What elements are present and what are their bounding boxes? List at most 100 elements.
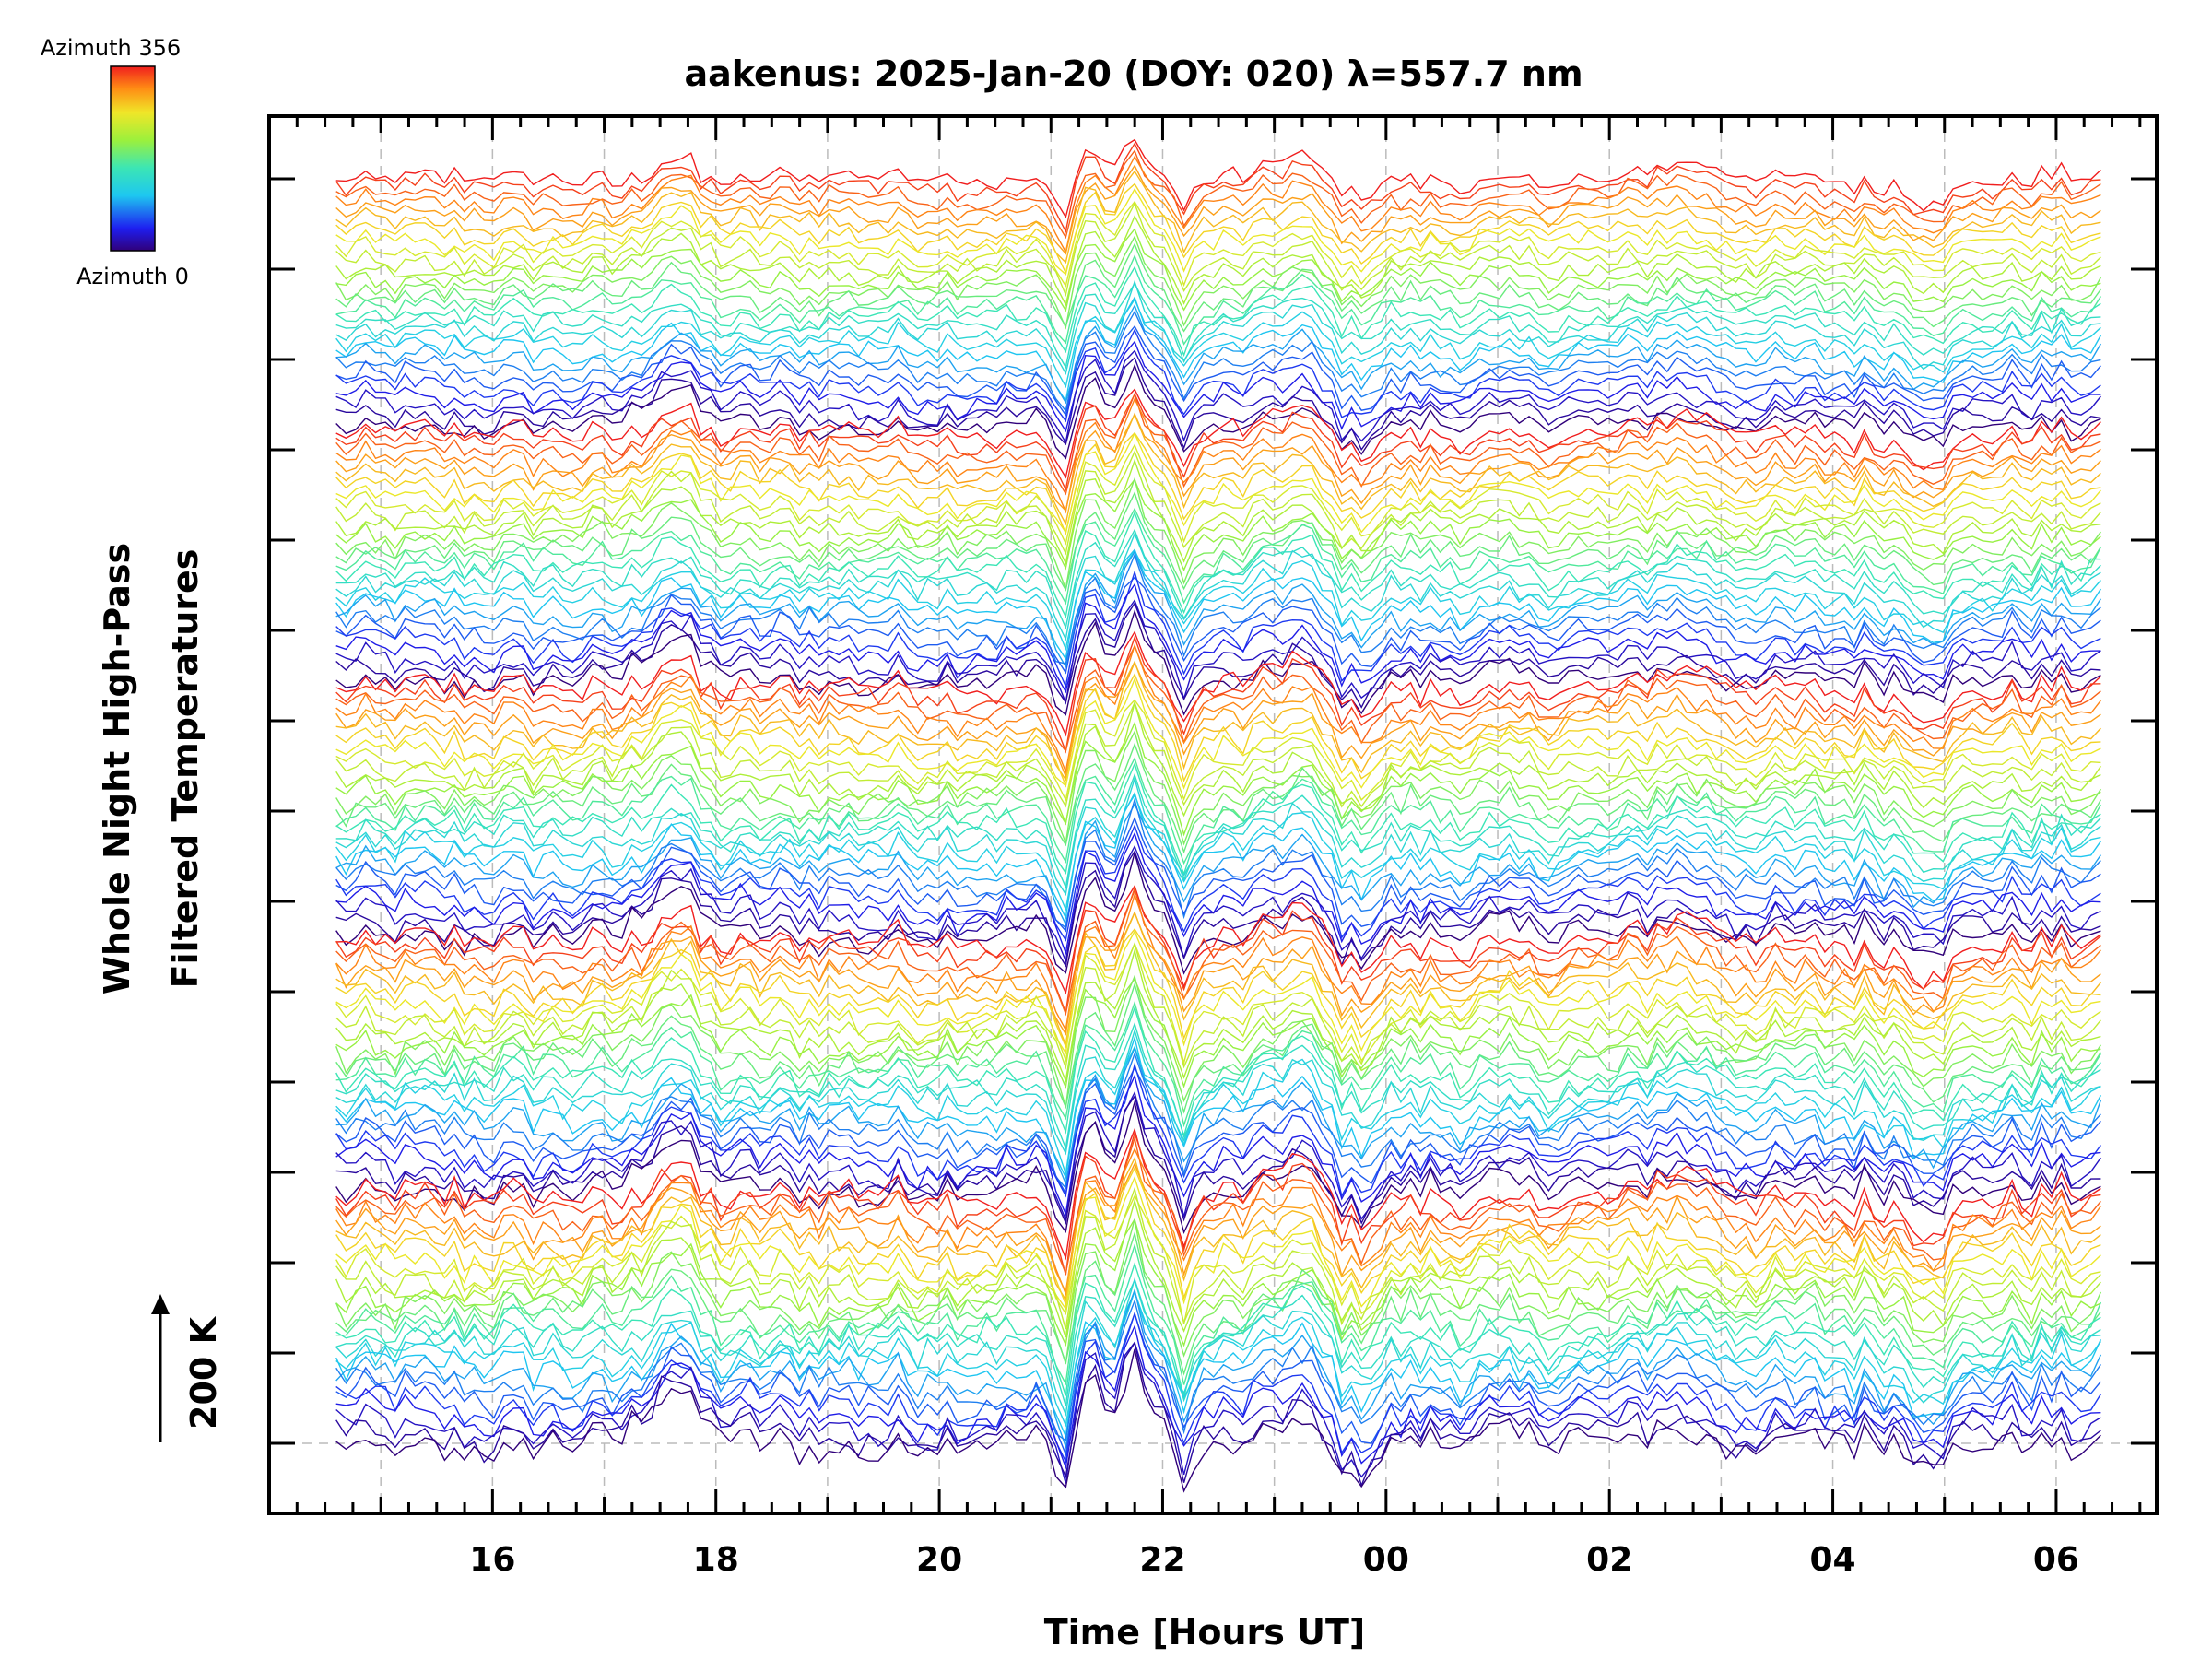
series-line-24 <box>335 340 2101 433</box>
series-line-77 <box>335 797 2101 929</box>
series-line-91 <box>335 929 2101 1055</box>
series-line-101 <box>335 1028 2101 1156</box>
series-line-78 <box>335 816 2101 933</box>
series-line-119 <box>335 1175 2101 1311</box>
x-tick-label-02: 02 <box>1586 1541 1632 1579</box>
plot-border <box>267 114 2159 1515</box>
series-line-96 <box>335 974 2101 1108</box>
series-line-59 <box>335 643 2101 774</box>
series-line-93 <box>335 941 2101 1070</box>
series-lines <box>335 138 2102 1493</box>
series-line-38 <box>335 458 2101 566</box>
series-line-30 <box>335 393 2101 496</box>
series-line-129 <box>335 1277 2101 1418</box>
series-line-6 <box>335 182 2101 276</box>
series-line-14 <box>335 254 2101 346</box>
chart-title: aakenus: 2025-Jan-20 (DOY: 020) λ=557.7 … <box>684 53 1583 94</box>
series-line-132 <box>335 1288 2102 1450</box>
series-line-105 <box>335 1052 2101 1190</box>
series-line-70 <box>335 757 2102 865</box>
series-line-86 <box>335 886 2101 1017</box>
series-line-0 <box>335 138 2101 219</box>
series-line-139 <box>335 1348 2101 1493</box>
series-line-130 <box>335 1288 2101 1428</box>
series-line-61 <box>335 660 2101 782</box>
series-line-55 <box>335 608 2101 716</box>
series-line-39 <box>335 478 2101 572</box>
series-line-58 <box>335 644 2101 753</box>
x-tick-label-22: 22 <box>1139 1541 1185 1579</box>
series-line-112 <box>335 1127 2101 1261</box>
series-line-135 <box>335 1311 2101 1465</box>
series-line-54 <box>335 601 2101 709</box>
series-line-103 <box>335 1035 2102 1180</box>
x-tick-label-18: 18 <box>693 1541 739 1579</box>
series-line-18 <box>335 298 2101 389</box>
series-line-127 <box>335 1261 2101 1397</box>
series-line-31 <box>335 397 2101 514</box>
series-line-94 <box>335 947 2101 1084</box>
colorbar-top-label: Azimuth 356 <box>41 35 181 61</box>
series-line-76 <box>335 803 2101 926</box>
series-line-64 <box>335 699 2101 802</box>
series-line-123 <box>335 1218 2101 1347</box>
y-axis-label-line1: Whole Night High-Pass <box>97 543 137 994</box>
plot-frame <box>267 114 2159 1515</box>
series-line-82 <box>335 850 2101 968</box>
series-line-57 <box>335 635 2101 754</box>
series-line-84 <box>335 884 2101 995</box>
series-line-37 <box>335 450 2101 556</box>
series-line-3 <box>335 155 2101 254</box>
series-line-32 <box>335 412 2101 512</box>
series-line-62 <box>335 672 2101 788</box>
series-line-50 <box>335 576 2101 675</box>
series-line-4 <box>335 164 2101 255</box>
series-line-23 <box>335 328 2101 423</box>
series-line-107 <box>335 1062 2101 1198</box>
x-tick-label-20: 20 <box>916 1541 962 1579</box>
series-line-28 <box>335 388 2101 479</box>
series-line-104 <box>335 1046 2102 1186</box>
series-line-121 <box>335 1186 2101 1330</box>
series-line-63 <box>335 677 2101 790</box>
series-line-8 <box>335 200 2101 288</box>
scale-arrow <box>151 1294 170 1442</box>
series-line-56 <box>335 630 2101 737</box>
series-line-79 <box>335 824 2101 942</box>
series-line-115 <box>335 1147 2101 1297</box>
series-line-138 <box>335 1341 2101 1488</box>
series-line-122 <box>335 1198 2101 1338</box>
series-line-2 <box>335 149 2101 240</box>
series-line-19 <box>335 296 2102 403</box>
series-line-35 <box>335 431 2101 535</box>
series-line-126 <box>335 1242 2102 1386</box>
series-line-87 <box>335 892 2101 1032</box>
series-line-49 <box>335 553 2101 665</box>
series-line-92 <box>335 941 2101 1065</box>
series-line-11 <box>335 228 2101 312</box>
series-line-69 <box>335 742 2102 854</box>
series-line-75 <box>335 794 2101 920</box>
series-line-65 <box>335 700 2101 808</box>
series-line-25 <box>335 349 2101 445</box>
y-axis-label-line2: Filtered Temperatures <box>165 549 206 989</box>
series-line-73 <box>335 776 2101 897</box>
x-tick-label-00: 00 <box>1363 1541 1409 1579</box>
series-line-36 <box>335 443 2101 546</box>
series-line-9 <box>335 201 2101 298</box>
series-line-27 <box>335 363 2101 460</box>
series-line-102 <box>335 1045 2101 1174</box>
series-line-98 <box>335 1000 2101 1128</box>
series-line-85 <box>335 888 2101 1016</box>
series-line-51 <box>335 570 2101 688</box>
series-line-22 <box>335 324 2101 418</box>
series-line-26 <box>335 356 2101 452</box>
series-line-74 <box>335 791 2101 912</box>
series-line-34 <box>335 431 2101 536</box>
series-line-133 <box>335 1299 2101 1442</box>
series-line-89 <box>335 911 2101 1048</box>
series-line-13 <box>335 242 2101 333</box>
series-line-97 <box>335 982 2101 1114</box>
series-line-83 <box>335 850 2101 975</box>
